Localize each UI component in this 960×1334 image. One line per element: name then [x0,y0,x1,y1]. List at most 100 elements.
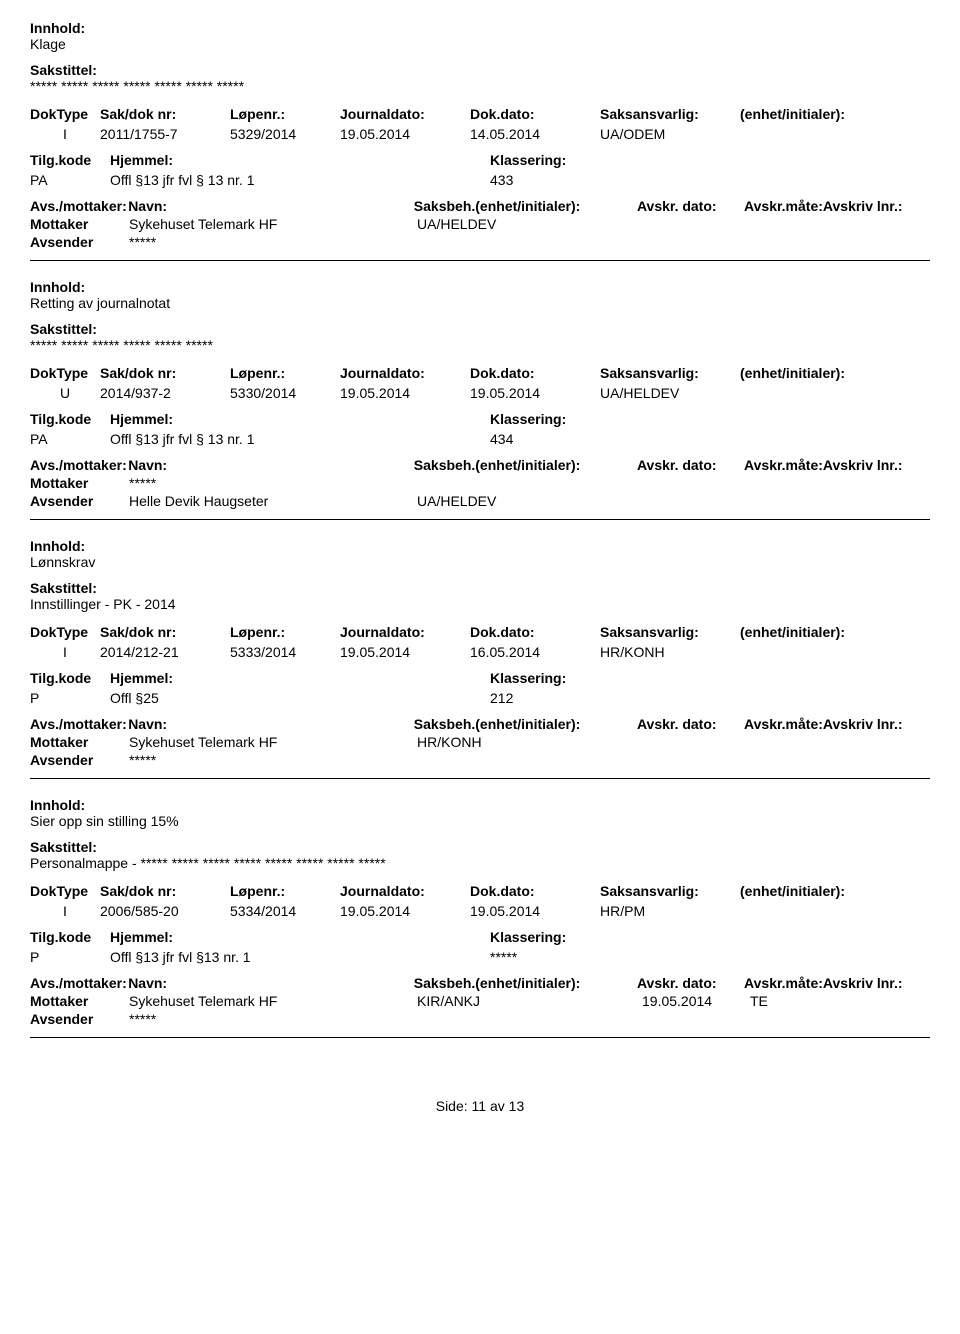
sakdok-label: Sak/dok nr: [100,365,230,381]
avsmottaker-label: Avs./mottaker: [30,975,128,991]
party-saksbeh [417,752,642,768]
klassering-label: Klassering: [490,929,566,945]
sakstittel-value: Innstillinger - PK - 2014 [30,596,930,612]
party-avskrdato [642,734,750,750]
klassering-value: ***** [490,949,517,965]
dokdato-value: 16.05.2014 [470,644,600,660]
journaldato-value: 19.05.2014 [340,126,470,142]
klassering-label: Klassering: [490,152,566,168]
meta-values: I2006/585-205334/201419.05.201419.05.201… [30,903,930,919]
sakdok-value: 2014/937-2 [100,385,230,401]
party-navn: Sykehuset Telemark HF [129,993,417,1009]
dokdato-label: Dok.dato: [470,365,600,381]
avskrmate-label: Avskr.måte: [744,457,823,473]
hjemmel-label: Hjemmel: [110,929,490,945]
tilgkode-label: Tilg.kode [30,152,110,168]
party-row: AvsenderHelle Devik HaugseterUA/HELDEV [30,493,930,509]
meta-values: I2014/212-215333/201419.05.201416.05.201… [30,644,930,660]
sakdok-value: 2011/1755-7 [100,126,230,142]
party-avskrmate [750,234,822,250]
party-row: MottakerSykehuset Telemark HFKIR/ANKJ19.… [30,993,930,1009]
avsmottaker-label: Avs./mottaker: [30,716,128,732]
hjemmel-value: Offl §13 jfr fvl § 13 nr. 1 [110,172,490,188]
hjemmel-label: Hjemmel: [110,152,490,168]
party-row: Avsender***** [30,752,930,768]
hjemmel-header: Tilg.kodeHjemmel:Klassering: [30,929,930,945]
record: Innhold:KlageSakstittel:***** ***** ****… [30,20,930,250]
footer-page: 11 [472,1098,487,1114]
klassering-label: Klassering: [490,670,566,686]
sakdok-label: Sak/dok nr: [100,624,230,640]
hjemmel-value: Offl §25 [110,690,490,706]
page-footer: Side: 11 av 13 [30,1098,930,1114]
lopenr-label: Løpenr.: [230,883,340,899]
party-avskrivlnr [822,993,930,1009]
party-navn: ***** [129,1011,417,1027]
saksansvarlig-value: UA/HELDEV [600,385,740,401]
party-avskrivlnr [822,493,930,509]
navn-label: Navn: [128,716,414,732]
party-avskrmate [750,1011,822,1027]
party-avskrmate [750,752,822,768]
sakdok-label: Sak/dok nr: [100,106,230,122]
party-navn: ***** [129,234,417,250]
avskrmate-label: Avskr.måte: [744,975,823,991]
hjemmel-values: PAOffl §13 jfr fvl § 13 nr. 1433 [30,172,930,188]
party-role: Avsender [30,234,129,250]
saksansvarlig-label: Saksansvarlig: [600,365,740,381]
enhet-label: (enhet/initialer): [740,106,890,122]
party-avskrivlnr [822,216,930,232]
innhold-label: Innhold: [30,279,930,295]
journaldato-label: Journaldato: [340,365,470,381]
doktype-value: I [30,903,100,919]
sakstittel-value: ***** ***** ***** ***** ***** ***** [30,337,930,353]
avskrdato-label: Avskr. dato: [637,198,744,214]
record: Innhold:Sier opp sin stilling 15%Sakstit… [30,797,930,1027]
enhet-label: (enhet/initialer): [740,624,890,640]
party-role: Avsender [30,493,129,509]
tilgkode-value: PA [30,172,110,188]
dokdato-label: Dok.dato: [470,883,600,899]
doktype-label: DokType [30,624,100,640]
party-role: Avsender [30,1011,129,1027]
record: Innhold:LønnskravSakstittel:Innstillinge… [30,538,930,768]
party-saksbeh: KIR/ANKJ [417,993,642,1009]
tilgkode-label: Tilg.kode [30,411,110,427]
party-avskrivlnr [822,1011,930,1027]
meta-header: DokTypeSak/dok nr:Løpenr.:Journaldato:Do… [30,883,930,899]
meta-values: I2011/1755-75329/201419.05.201414.05.201… [30,126,930,142]
doktype-label: DokType [30,106,100,122]
klassering-value: 212 [490,690,513,706]
enhet-label: (enhet/initialer): [740,883,890,899]
footer-total: 13 [509,1098,525,1114]
party-saksbeh [417,234,642,250]
avskrdato-label: Avskr. dato: [637,716,744,732]
avskrivlnr-label: Avskriv lnr.: [823,198,930,214]
saksbeh-label: Saksbeh.(enhet/initialer): [414,716,637,732]
saksbeh-label: Saksbeh.(enhet/initialer): [414,198,637,214]
party-avskrdato [642,475,750,491]
avsmottaker-label: Avs./mottaker: [30,457,128,473]
party-avskrivlnr [822,752,930,768]
dokdato-label: Dok.dato: [470,106,600,122]
footer-av-label: av [490,1098,505,1114]
avskrmate-label: Avskr.måte: [744,716,823,732]
party-navn: Sykehuset Telemark HF [129,734,417,750]
sakstittel-label: Sakstittel: [30,839,930,855]
innhold-value: Retting av journalnotat [30,295,930,311]
party-avskrmate [750,216,822,232]
lopenr-value: 5333/2014 [230,644,340,660]
hjemmel-header: Tilg.kodeHjemmel:Klassering: [30,411,930,427]
party-avskrivlnr [822,475,930,491]
enhet-value [740,385,890,401]
saksbeh-label: Saksbeh.(enhet/initialer): [414,457,637,473]
hjemmel-header: Tilg.kodeHjemmel:Klassering: [30,152,930,168]
party-navn: ***** [129,752,417,768]
innhold-label: Innhold: [30,797,930,813]
party-role: Avsender [30,752,129,768]
journaldato-label: Journaldato: [340,883,470,899]
party-row: Avsender***** [30,234,930,250]
klassering-value: 433 [490,172,513,188]
sakdok-label: Sak/dok nr: [100,883,230,899]
innhold-label: Innhold: [30,538,930,554]
